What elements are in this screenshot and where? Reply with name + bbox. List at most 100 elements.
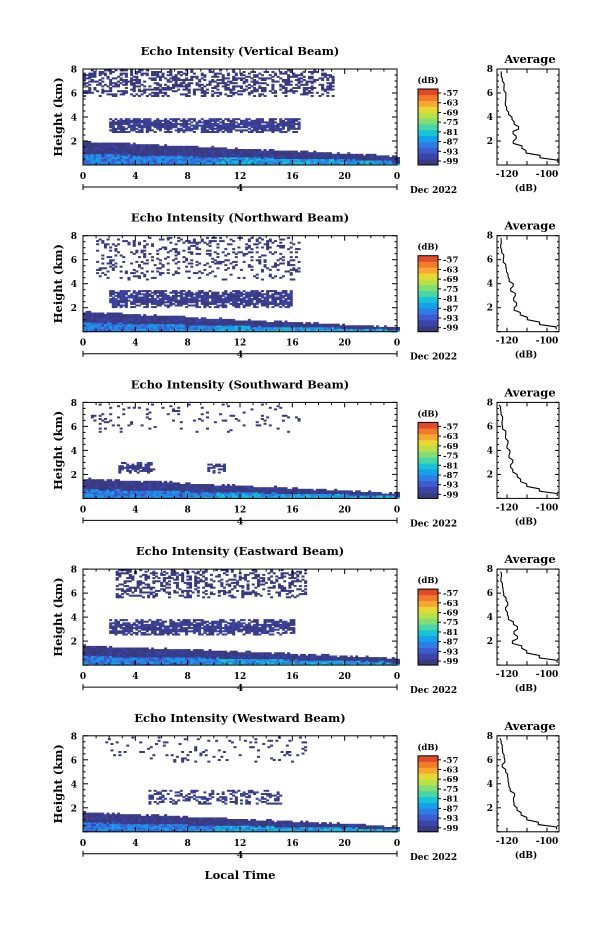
heatmap-cell <box>140 301 144 304</box>
heatmap-cell <box>219 79 223 81</box>
heatmap-cell <box>192 293 196 296</box>
heatmap-cell <box>98 144 102 147</box>
heatmap-cell <box>360 330 364 333</box>
heatmap-cell <box>205 83 209 86</box>
heatmap-cell <box>266 293 270 296</box>
colorbar-swatch <box>418 279 438 286</box>
heatmap-cell <box>164 88 168 91</box>
heatmap-cell <box>321 69 325 72</box>
heatmap-cell <box>284 160 288 163</box>
heatmap-cell <box>140 127 144 130</box>
heatmap-cell <box>156 291 160 294</box>
heatmap-cell <box>145 163 149 166</box>
heatmap-cell <box>98 147 102 150</box>
avg-y-tick-label: 2 <box>487 137 493 147</box>
heatmap-cell <box>88 317 92 320</box>
heatmap-cell <box>164 301 168 304</box>
heatmap-cell <box>169 320 173 323</box>
heatmap-cell <box>145 318 149 321</box>
heatmap-cell <box>208 290 212 293</box>
heatmap-cell <box>122 315 126 318</box>
heatmap-cell <box>182 302 186 305</box>
heatmap-cell <box>305 155 309 158</box>
heatmap-cell <box>96 314 100 317</box>
heatmap-cell <box>253 325 257 328</box>
heatmap-cell <box>127 241 131 244</box>
heatmap-cell <box>169 328 173 331</box>
heatmap-cell <box>247 91 251 94</box>
heatmap-cell <box>187 246 191 249</box>
heatmap-cell <box>103 142 107 145</box>
heatmap-cell <box>203 85 207 88</box>
heatmap-cell <box>234 126 238 129</box>
heatmap-cell <box>190 145 194 148</box>
heatmap-cell <box>124 322 128 325</box>
heatmap-cell <box>190 71 194 73</box>
heatmap-cell <box>226 87 230 89</box>
heatmap-cell <box>200 95 204 97</box>
heatmap-cell <box>271 121 275 124</box>
heatmap-cell <box>240 236 244 239</box>
heatmap-cell <box>109 150 113 153</box>
heatmap-cell <box>128 470 132 472</box>
heatmap-cell <box>323 72 327 75</box>
heatmap-cell <box>127 322 131 325</box>
heatmap-cell <box>145 95 149 97</box>
heatmap-cell <box>344 330 348 333</box>
heatmap-cell <box>195 298 199 301</box>
heatmap-cell <box>253 296 257 299</box>
heatmap-cell <box>88 482 92 485</box>
heatmap-cell <box>279 262 283 265</box>
heatmap-cell <box>229 88 233 91</box>
heatmap-cell <box>263 152 267 155</box>
heatmap-cell <box>232 158 236 161</box>
heatmap-cell <box>117 323 121 326</box>
heatmap-cell <box>279 325 283 328</box>
heatmap-cell <box>344 161 348 164</box>
heatmap-cell <box>258 325 262 328</box>
heatmap-cell <box>177 260 181 263</box>
heatmap-cell <box>161 95 165 97</box>
heatmap-cell <box>271 330 275 333</box>
heatmap-cell <box>96 150 100 153</box>
heatmap-cell <box>219 163 223 166</box>
heatmap-cell <box>151 330 155 333</box>
heatmap-cell <box>321 323 325 326</box>
heatmap-cell <box>381 161 385 164</box>
heatmap-cell <box>284 306 288 309</box>
heatmap-cell <box>101 326 105 329</box>
heatmap-cell <box>234 291 238 294</box>
heatmap-cell <box>266 124 270 127</box>
heatmap-cell <box>137 243 141 246</box>
heatmap-cell <box>302 161 306 164</box>
heatmap-cell <box>221 161 225 164</box>
heatmap-cell <box>156 304 160 307</box>
heatmap-cell <box>132 317 136 320</box>
heatmap-cell <box>190 317 194 320</box>
heatmap-cell <box>308 160 312 163</box>
heatmap-cell <box>123 462 127 464</box>
heatmap-cell <box>161 293 165 296</box>
heatmap-cell <box>378 161 382 164</box>
heatmap-cell <box>221 126 225 129</box>
heatmap-cell <box>268 149 272 151</box>
heatmap-cell <box>234 124 238 127</box>
heatmap-cell <box>305 163 309 166</box>
heatmap-cell <box>289 124 293 127</box>
heatmap-cell <box>101 142 105 145</box>
heatmap-cell <box>200 320 204 323</box>
heatmap-cell <box>219 304 223 307</box>
heatmap-cell <box>287 260 291 263</box>
heatmap-cell <box>211 119 215 122</box>
heatmap-cell <box>114 294 118 297</box>
heatmap-cell <box>266 158 270 161</box>
heatmap-cell <box>315 330 319 333</box>
heatmap-cell <box>287 326 291 329</box>
heatmap-cell <box>151 163 155 166</box>
heatmap-cell <box>190 296 194 299</box>
heatmap-cell <box>164 158 168 161</box>
heatmap-cell <box>219 155 223 158</box>
heatmap-cell <box>240 90 244 93</box>
heatmap-cell <box>347 330 351 333</box>
heatmap-cell <box>174 145 178 148</box>
